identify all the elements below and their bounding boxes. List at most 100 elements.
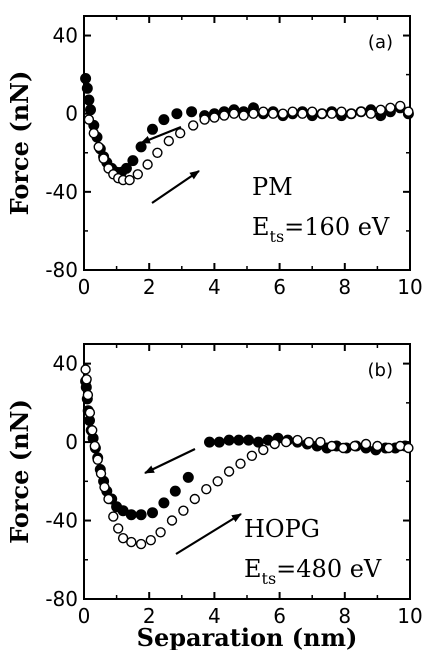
- data-point-filled: [233, 434, 245, 446]
- data-point-open: [372, 440, 383, 452]
- data-point-open: [315, 436, 326, 448]
- panel-b: 0 2 4 6 8 10 40 0 -40 -80 Force (nN) Separation (nm…: [5, 343, 423, 652]
- material-label: HOPG: [244, 515, 320, 543]
- data-point-open: [178, 505, 189, 516]
- x-tick-label: 6: [273, 604, 286, 628]
- data-point-open: [83, 114, 95, 125]
- x-tick-label: 2: [143, 604, 156, 628]
- data-point-filled: [158, 114, 170, 126]
- x-tick-label: 6: [273, 275, 286, 299]
- data-point-filled: [171, 108, 183, 120]
- energy-label: Ets=480 eV: [244, 555, 382, 588]
- data-point-open: [258, 106, 269, 117]
- data-point-filled: [83, 94, 95, 106]
- data-point-open: [132, 169, 144, 180]
- y-axis-label: Force (nN): [5, 399, 34, 544]
- panel-a: 0 2 4 6 8 10 40 0 -40 -80 Force (nN) (a) PM Ets=160 e…: [5, 15, 423, 299]
- data-point-open: [349, 440, 360, 452]
- x-tick-label: 8: [338, 275, 351, 299]
- data-point-open: [326, 108, 337, 119]
- data-point-filled: [223, 434, 235, 446]
- data-point-open: [112, 523, 124, 534]
- energy-symbol: E: [244, 555, 262, 583]
- data-point-open: [269, 438, 280, 450]
- energy-value: =480 eV: [276, 555, 382, 583]
- data-point-open: [212, 476, 223, 487]
- data-point-filled: [213, 436, 225, 448]
- data-point-open: [124, 174, 135, 186]
- data-point-filled: [182, 471, 194, 483]
- y-tick-label: 0: [65, 430, 78, 454]
- x-tick-label: 4: [208, 604, 221, 628]
- panel-tag: (a): [368, 32, 393, 53]
- data-point-open: [403, 106, 414, 117]
- data-point-filled: [147, 507, 158, 519]
- data-point-open: [238, 110, 249, 121]
- data-point-filled: [147, 123, 158, 135]
- data-point-open: [199, 114, 210, 125]
- retract-arrow: [151, 170, 200, 204]
- data-point-open: [316, 108, 328, 119]
- data-point-open: [258, 444, 269, 456]
- data-point-open: [383, 442, 394, 454]
- data-point-open: [84, 407, 96, 418]
- data-point-open: [117, 533, 129, 544]
- data-point-open: [92, 454, 103, 465]
- data-point-open: [246, 450, 258, 461]
- data-point-open: [103, 493, 114, 505]
- energy-symbol: E: [252, 213, 270, 241]
- data-point-open: [375, 104, 386, 116]
- data-point-open: [297, 108, 308, 119]
- data-point-filled: [135, 509, 147, 521]
- y-tick-label: -80: [45, 587, 78, 611]
- energy-label: Ets=160 eV: [252, 213, 390, 246]
- data-point-open: [355, 106, 367, 117]
- data-point-open: [135, 538, 147, 550]
- data-point-open: [235, 458, 246, 469]
- x-tick-label: 10: [397, 275, 422, 299]
- data-point-open: [95, 468, 107, 479]
- data-point-open: [80, 364, 91, 375]
- data-point-open: [223, 466, 235, 477]
- x-tick-label: 0: [78, 275, 91, 299]
- data-point-open: [346, 108, 357, 119]
- data-point-open: [145, 535, 157, 546]
- data-point-open: [280, 436, 292, 448]
- data-point-open: [86, 425, 98, 436]
- data-point-open: [152, 147, 163, 159]
- data-point-open: [81, 374, 92, 385]
- x-axis-label: Separation (nm): [137, 623, 358, 650]
- x-tick-label: 8: [338, 604, 351, 628]
- data-point-open: [93, 141, 104, 153]
- x-tick-label: 0: [78, 604, 91, 628]
- data-point-filled: [125, 509, 137, 521]
- approach-arrow: [144, 448, 196, 474]
- data-point-filled: [169, 485, 181, 497]
- data-point-open: [277, 108, 289, 119]
- y-axis-label: Force (nN): [5, 71, 34, 216]
- data-point-open: [326, 440, 337, 452]
- y-tick-label: -40: [45, 180, 78, 204]
- panel-tag: (b): [368, 360, 393, 381]
- data-point-filled: [204, 436, 215, 448]
- x-tick-label: 2: [143, 275, 156, 299]
- data-point-open: [209, 112, 220, 123]
- data-point-open: [248, 108, 259, 119]
- y-tick-label: -40: [45, 509, 78, 533]
- data-point-open: [98, 153, 109, 164]
- data-point-filled: [243, 434, 255, 446]
- data-point-open: [166, 515, 178, 526]
- material-label: PM: [252, 173, 293, 201]
- y-tick-label: 0: [65, 102, 78, 126]
- data-point-open: [218, 110, 230, 121]
- data-point-open: [307, 106, 318, 117]
- data-point-filled: [81, 82, 93, 94]
- data-point-filled: [158, 497, 170, 509]
- y-tick-label: 40: [53, 24, 78, 48]
- data-point-open: [228, 108, 240, 119]
- data-point-open: [267, 108, 279, 119]
- data-point-open: [189, 493, 201, 505]
- y-tick-label: -80: [45, 258, 78, 282]
- y-tick-label: 40: [53, 352, 78, 376]
